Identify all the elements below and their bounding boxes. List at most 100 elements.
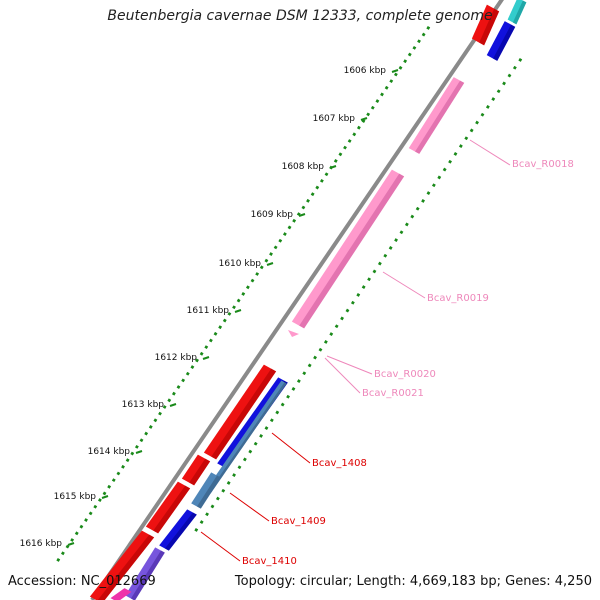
gc-dot-inner (377, 261, 382, 266)
gc-dot-inner (329, 332, 334, 337)
gc-skew-track (56, 26, 523, 562)
tick-mark (391, 69, 399, 73)
gc-dot-outer (282, 232, 287, 236)
tick-label: 1611 kbp (187, 306, 230, 316)
tick-label: 1609 kbp (251, 210, 294, 220)
tick-label: 1612 kbp (155, 353, 198, 363)
gc-dot-inner (199, 520, 204, 525)
gc-dot-outer (148, 425, 153, 429)
feature-leader-line (229, 492, 270, 522)
gc-dot-outer (144, 431, 149, 436)
gc-dot-outer (324, 172, 329, 177)
gc-dot-inner (399, 230, 404, 235)
gc-dot-outer (139, 438, 144, 443)
gc-dot-inner (491, 97, 496, 102)
gc-dot-outer (199, 351, 204, 356)
tick-label: 1608 kbp (282, 162, 325, 172)
cds-reverse-1410-shade (164, 512, 197, 551)
gc-dot-outer (250, 278, 255, 283)
cds-forward-top-shade (479, 8, 500, 46)
feature-leader-line (271, 432, 311, 464)
gc-dot-inner (221, 488, 226, 493)
gc-dot-outer (306, 198, 310, 203)
gc-dot-inner (340, 316, 344, 321)
gc-dot-outer (403, 59, 408, 64)
tick-label: 1614 kbp (88, 447, 131, 457)
gc-dot-outer (84, 518, 88, 522)
gc-dot-outer (384, 85, 389, 90)
gc-dot-outer (389, 79, 394, 84)
cds-magenta (110, 588, 132, 600)
feature-label: Bcav_R0020 (374, 369, 436, 380)
cds-forward-1408-shade (211, 368, 277, 460)
gc-dot-inner (496, 89, 501, 94)
gc-dot-outer (70, 538, 75, 542)
feature-label: Bcav_R0019 (427, 293, 489, 304)
gc-dot-inner (210, 504, 215, 509)
gc-dot-outer (315, 185, 320, 190)
tick-mark (169, 403, 177, 407)
cds-cyan-top-shade (512, 0, 527, 25)
gc-dot-outer (176, 385, 181, 389)
gc-dot-inner (475, 120, 479, 125)
tick-label: 1616 kbp (20, 539, 63, 549)
tick-label: 1613 kbp (122, 400, 165, 410)
gc-dot-inner (259, 434, 263, 438)
gc-dot-outer (222, 318, 227, 323)
gc-dot-inner (318, 347, 323, 352)
gc-dot-inner (404, 222, 409, 227)
gc-dot-inner (248, 449, 253, 454)
gc-dot-inner (464, 136, 469, 141)
gc-dot-outer (241, 292, 246, 296)
gc-dot-outer (292, 218, 297, 223)
tick-mark (101, 495, 109, 499)
feature-leader-line (326, 355, 373, 375)
gc-dot-outer (412, 45, 417, 50)
gc-dot-inner (485, 105, 490, 109)
rna-R0018-shade (415, 80, 465, 154)
backbone-line (90, 0, 505, 600)
feature-label: Bcav_R0021 (362, 388, 424, 399)
cds-reverse-top-shade (493, 24, 516, 61)
cds-reverse-1410 (159, 509, 197, 551)
gc-dot-inner (296, 379, 301, 384)
gc-dot-inner (453, 152, 458, 156)
gc-dot-outer (185, 371, 190, 376)
gc-dot-outer (319, 178, 324, 183)
gc-dot-outer (375, 99, 380, 103)
gc-dot-inner (361, 285, 366, 290)
gc-dot-outer (259, 265, 264, 270)
gc-dot-inner (394, 238, 398, 243)
gc-dot-inner (431, 183, 436, 188)
gc-dot-inner (372, 269, 377, 274)
gc-dot-outer (181, 378, 186, 383)
genome-summary: Topology: circular; Length: 4,669,183 bp… (234, 574, 592, 589)
gc-dot-inner (356, 293, 361, 297)
gc-dot-outer (356, 125, 361, 130)
gc-dot-inner (232, 473, 236, 478)
cds-forward-b (89, 530, 155, 600)
gc-dot-outer (125, 458, 130, 463)
gc-dot-outer (333, 159, 338, 163)
gc-dot-outer (347, 139, 352, 143)
gc-dot-inner (518, 58, 523, 62)
tick-mark (360, 117, 368, 121)
gc-dot-outer (227, 311, 232, 316)
gc-dot-outer (310, 192, 315, 197)
gc-dot-inner (426, 191, 431, 196)
gc-dot-outer (60, 551, 65, 556)
gc-dot-outer (255, 272, 260, 276)
gc-dot-inner (383, 253, 388, 258)
gc-dot-outer (343, 145, 347, 150)
gc-dot-inner (367, 277, 371, 282)
tick-mark (67, 542, 75, 546)
gc-dot-outer (273, 245, 278, 250)
feature-label: Bcav_1409 (271, 516, 326, 527)
feature-label: Bcav_R0018 (512, 159, 574, 170)
gc-dot-outer (111, 478, 116, 483)
gc-dot-inner (302, 371, 307, 376)
gc-dot-inner (253, 441, 258, 446)
gc-dot-inner (237, 465, 242, 470)
tick-label: 1607 kbp (313, 114, 356, 124)
gc-dot-outer (352, 132, 357, 137)
